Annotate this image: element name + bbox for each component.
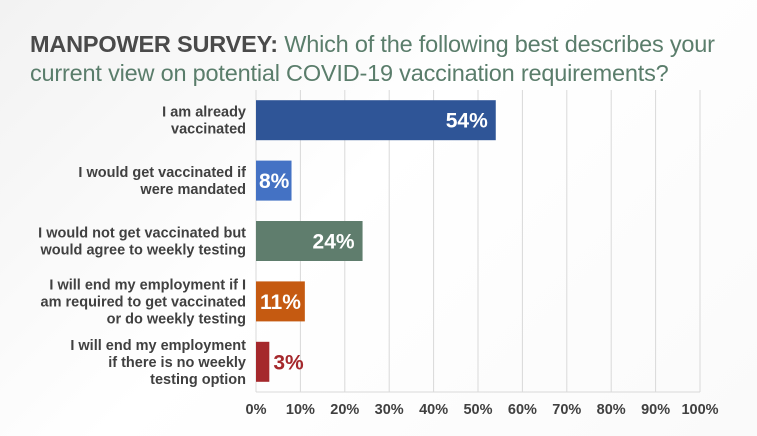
data-label: 11%: [260, 291, 301, 314]
data-label: 8%: [259, 170, 290, 193]
category-label-line: I would get vaccinated if: [78, 165, 246, 181]
x-tick-label: 40%: [419, 402, 448, 418]
category-label: I would not get vaccinated but would agre…: [38, 226, 246, 259]
chart-title: MANPOWER SURVEY: Which of the following …: [30, 30, 745, 88]
category-label-line: I will end my employment if I: [49, 277, 246, 293]
data-label: 3%: [273, 351, 304, 374]
category-label-line: I am already: [162, 105, 246, 121]
x-tick-label: 60%: [508, 402, 537, 418]
data-label: 54%: [446, 110, 488, 133]
x-tick-label: 30%: [375, 402, 404, 418]
data-label: 24%: [313, 231, 355, 254]
x-tick-label: 70%: [552, 402, 581, 418]
x-tick-label: 20%: [330, 402, 359, 418]
category-label-line: testing option: [150, 372, 246, 388]
category-label: I will end my employment if there is no w…: [70, 338, 246, 388]
bar: [256, 100, 496, 141]
bar: [256, 221, 363, 261]
x-tick-label: 0%: [246, 402, 267, 418]
category-label-line: I will end my employment: [70, 338, 246, 354]
bar: [256, 281, 305, 322]
category-label: I am already vaccinated: [162, 105, 246, 138]
chart-title-lead: MANPOWER SURVEY:: [30, 31, 278, 57]
x-tick-label: 90%: [641, 402, 670, 418]
category-label-line: were mandated: [139, 182, 246, 198]
x-tick-label: 10%: [286, 402, 315, 418]
category-label: I would get vaccinated if were mandated: [78, 165, 246, 198]
x-tick-label: 80%: [597, 402, 626, 418]
category-label-line: if there is no weekly: [108, 355, 246, 371]
bar: [256, 160, 292, 201]
category-label-line: I would not get vaccinated but: [38, 226, 246, 242]
category-label-line: am required to get vaccinated: [41, 294, 246, 310]
x-tick-label: 100%: [681, 402, 718, 418]
chart-title-question: Which of the following best describes yo…: [30, 31, 715, 86]
category-label-line: vaccinated: [171, 122, 246, 138]
category-label-line: or do weekly testing: [107, 311, 246, 327]
x-tick-label: 50%: [463, 402, 492, 418]
bar: [256, 341, 270, 382]
category-label-line: would agree to weekly testing: [40, 243, 246, 259]
